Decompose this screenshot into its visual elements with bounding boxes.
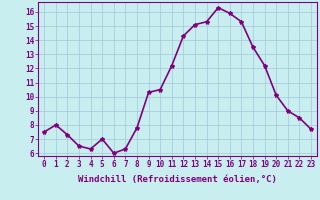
- X-axis label: Windchill (Refroidissement éolien,°C): Windchill (Refroidissement éolien,°C): [78, 175, 277, 184]
